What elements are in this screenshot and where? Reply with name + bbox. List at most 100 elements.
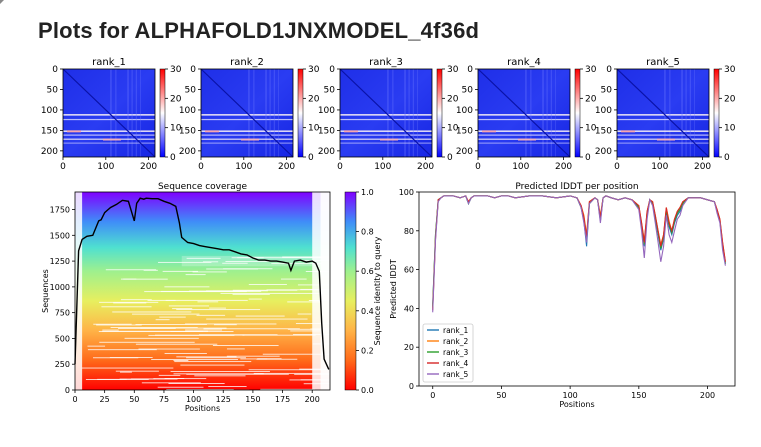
- pae-band-col: [248, 69, 250, 157]
- pae-spot: [482, 130, 496, 133]
- coverage-gap-streak: [123, 278, 168, 280]
- pae-cb-label: 0: [170, 153, 176, 163]
- pae-ytick-label: 150: [456, 126, 473, 136]
- coverage-curve: [74, 197, 330, 370]
- coverage-xtick-label: 100: [186, 395, 201, 404]
- coverage-gap-streak: [256, 358, 298, 360]
- pae-band-row: [201, 142, 293, 144]
- coverage-ytick-label: 500: [55, 334, 70, 343]
- coverage-ytick-label: 0: [65, 386, 70, 395]
- pae-cb-label: 30: [170, 65, 182, 75]
- coverage-ytick-label: 1250: [50, 257, 70, 266]
- pae-colorbar-5: [713, 68, 720, 158]
- pae-xtick-label: 0: [198, 162, 204, 172]
- coverage-gap-streak: [295, 323, 330, 325]
- pae-band-row: [63, 130, 155, 133]
- pae-cb-label: 0: [724, 153, 730, 163]
- coverage-cb-label: 0.4: [361, 307, 374, 316]
- coverage-gap-streak: [266, 289, 327, 291]
- coverage-xtick-label: 200: [305, 395, 320, 404]
- pae-band-row: [617, 142, 709, 144]
- pae-ytick-label: 200: [595, 147, 612, 157]
- corner-glyph-icon: [0, 0, 4, 4]
- coverage-gap-streak: [135, 324, 207, 325]
- coverage-gap-streak: [196, 389, 252, 391]
- coverage-gap-streak: [130, 378, 156, 380]
- coverage-gap-streak: [223, 268, 273, 270]
- pae-title-5: rank_5: [646, 57, 680, 68]
- pae-ytick-label: 100: [318, 106, 335, 116]
- coverage-gap-streak: [173, 360, 189, 361]
- pae-spot: [205, 130, 219, 133]
- pae-band-row: [478, 142, 570, 144]
- coverage-gap-streak: [135, 343, 218, 345]
- coverage-gap-streak: [147, 299, 176, 301]
- coverage-gap-streak: [226, 355, 280, 357]
- pae-ytick-label: 200: [318, 147, 335, 157]
- coverage-gap-streak: [87, 345, 106, 347]
- coverage-gap-streak: [143, 269, 158, 271]
- pae-band-col: [273, 69, 276, 157]
- coverage-gap: [75, 192, 83, 390]
- pae-ytick-label: 100: [456, 106, 473, 116]
- coverage-gap: [181, 255, 330, 267]
- coverage-gap-streak: [173, 373, 264, 375]
- coverage-cb-title: Sequence identity to query: [373, 236, 382, 345]
- coverage-gap-streak: [120, 299, 152, 301]
- pae-colorbar-3: [436, 68, 443, 158]
- pae-band-col: [417, 69, 418, 157]
- plddt-ytick-label: 100: [399, 188, 414, 197]
- coverage-gap-streak: [231, 257, 323, 259]
- pae-band-row: [340, 118, 432, 121]
- pae-ytick-label: 0: [190, 65, 196, 75]
- pae-band-col: [550, 69, 553, 157]
- pae-xtick-label: 0: [475, 162, 481, 172]
- coverage-gap-streak: [157, 386, 204, 388]
- pae-title-1: rank_1: [92, 57, 126, 68]
- plddt-ytick-label: 60: [404, 266, 414, 275]
- coverage-gap-streak: [300, 379, 330, 381]
- coverage-gap-streak: [165, 299, 248, 301]
- coverage-gap-streak: [248, 284, 287, 285]
- coverage-gap-streak: [159, 316, 186, 318]
- coverage-gap-streak: [158, 261, 212, 263]
- coverage-cb-label: 0.8: [361, 228, 374, 237]
- coverage-gap-streak: [109, 357, 153, 359]
- pae-band-col: [412, 69, 415, 157]
- coverage-gap-streak: [260, 388, 316, 390]
- coverage-gap-streak: [105, 269, 157, 271]
- coverage-gap-streak: [257, 358, 282, 360]
- coverage-gap-streak: [297, 313, 312, 315]
- pae-band-row: [201, 130, 293, 133]
- coverage-gap-streak: [294, 373, 330, 375]
- coverage-gap-streak: [164, 352, 207, 354]
- pae-spot: [344, 130, 358, 133]
- pae-band-row: [617, 118, 709, 121]
- coverage-gap-streak: [141, 382, 201, 384]
- coverage-gap-streak: [293, 334, 330, 335]
- coverage-gap-streak: [185, 329, 223, 331]
- pae-cb-label: 20: [447, 94, 459, 104]
- plddt-xtick-label: 150: [631, 391, 646, 400]
- coverage-gap-streak: [248, 369, 327, 371]
- plddt-legend: [422, 323, 474, 383]
- pae-cb-label: 0: [585, 153, 591, 163]
- pae-band-col: [127, 69, 129, 157]
- pae-ytick-label: 50: [601, 85, 613, 95]
- coverage-xtick-label: 0: [72, 395, 77, 404]
- coverage-cb-label: 0.0: [361, 386, 374, 395]
- coverage-cb-label: 0.2: [361, 346, 374, 355]
- plddt-chart: Predicted lDDT per position 0 50 100 150 200 0…: [389, 182, 736, 409]
- pae-band-row: [617, 134, 709, 136]
- page-title: Plots for ALPHAFOLD1JNXMODEL_4f36d: [38, 18, 480, 43]
- pae-ytick-label: 0: [52, 65, 58, 75]
- pae-ytick-label: 200: [456, 147, 473, 157]
- pae-band-col: [694, 69, 695, 157]
- coverage-gap-streak: [170, 371, 270, 372]
- pae-xtick-label: 100: [374, 162, 391, 172]
- coverage-gap-streak: [300, 288, 330, 290]
- coverage-gap-streak: [124, 337, 199, 339]
- coverage-gap-streak: [235, 315, 285, 317]
